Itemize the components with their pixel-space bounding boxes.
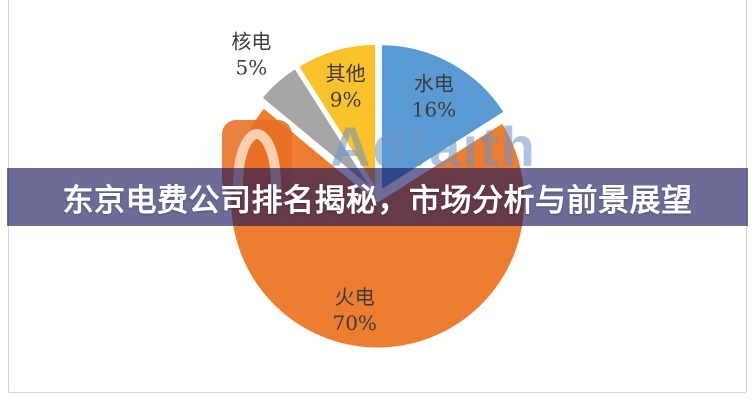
pie-slice-label-其他: 其他 9%: [326, 62, 366, 112]
banner-title: 东京电费公司排名揭秘，市场分析与前景展望: [62, 182, 693, 218]
pie-slice-label-核电: 核电 5%: [231, 29, 271, 79]
title-banner: 东京电费公司排名揭秘，市场分析与前景展望: [7, 168, 748, 226]
pie-slice-核电: [259, 65, 377, 194]
pie-slice-label-水电: 水电 16%: [412, 71, 456, 121]
pie-slice-其他: [295, 41, 379, 193]
pie-slice-水电: [378, 42, 507, 194]
pie-slice-label-火电: 火电 70%: [332, 285, 376, 335]
